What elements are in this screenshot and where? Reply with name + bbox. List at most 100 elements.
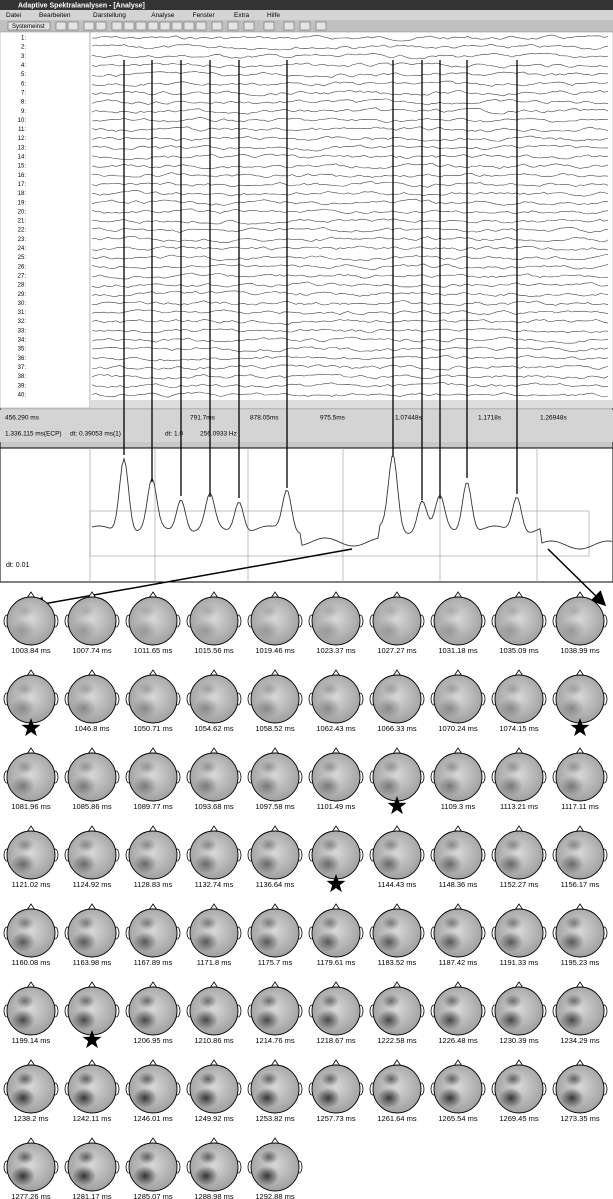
- topomap-label: 1249.92 ms: [194, 1114, 233, 1123]
- topomap-label: 1023.37 ms: [316, 646, 355, 655]
- toolbar-button[interactable]: [68, 22, 78, 30]
- topomap-activity: [72, 698, 96, 718]
- screenshot: Adaptive Spektralanalysen - [Analyse] Da…: [0, 0, 613, 1199]
- topomap-activity: [260, 994, 278, 1008]
- toolbar-button[interactable]: [244, 22, 254, 30]
- menu-item[interactable]: Extra: [234, 12, 250, 19]
- topomap-head: [434, 753, 482, 801]
- topomap-head: [373, 909, 421, 957]
- topomap-label: 1089.77 ms: [133, 802, 172, 811]
- topomap-activity: [321, 760, 339, 774]
- topomap-activity: [11, 932, 35, 952]
- menu-item[interactable]: Darstellung: [93, 12, 126, 19]
- topomap-label: 1163.98 ms: [73, 958, 112, 967]
- toolbar-button[interactable]: [84, 22, 94, 30]
- menu-bar[interactable]: [0, 10, 613, 20]
- topomap-activity: [260, 916, 278, 930]
- toolbar-button[interactable]: [264, 22, 274, 30]
- toolbar-button[interactable]: [96, 22, 106, 30]
- topomap-activity: [133, 620, 157, 640]
- toolbar-button[interactable]: [284, 22, 294, 30]
- topomap-label: 1167.89 ms: [134, 958, 173, 967]
- topomap-label: 1027.27 ms: [377, 646, 416, 655]
- topomap-activity: [316, 932, 340, 952]
- channel-label: 22:: [18, 228, 27, 234]
- topomap-label: 1074.15 ms: [499, 724, 538, 733]
- window-title: Adaptive Spektralanalysen - [Analyse]: [18, 2, 145, 9]
- status-text: 256.0933 Hz: [200, 431, 237, 438]
- topomap-head: [190, 1065, 238, 1113]
- toolbar-button[interactable]: [172, 22, 182, 30]
- status-text: 1.26948s: [540, 415, 567, 422]
- topomap-activity: [377, 698, 401, 718]
- channel-label: 5:: [21, 72, 26, 78]
- topomap-activity: [504, 760, 522, 774]
- toolbar-button[interactable]: [300, 22, 310, 30]
- topomap-activity: [321, 682, 339, 696]
- topomap-label: 1003.84 ms: [11, 646, 50, 655]
- channel-list: [0, 32, 90, 408]
- topomap-label: 1070.24 ms: [438, 724, 477, 733]
- topomap-label: 1019.46 ms: [255, 646, 294, 655]
- menu-item[interactable]: Analyse: [151, 12, 175, 19]
- status-text: 456.290 ms: [5, 415, 40, 422]
- topomap-activity: [138, 838, 156, 852]
- topomap-activity: [194, 1166, 218, 1186]
- channel-label: 17:: [18, 182, 27, 188]
- topomap-activity: [260, 682, 278, 696]
- topomap-head: [373, 597, 421, 645]
- topomap-activity: [499, 776, 523, 796]
- topomap-activity: [560, 776, 584, 796]
- topomap-activity: [499, 620, 523, 640]
- toolbar-button[interactable]: [112, 22, 122, 30]
- toolbar-button[interactable]: [184, 22, 194, 30]
- menu-item[interactable]: Hilfe: [267, 12, 280, 19]
- topomap-activity: [133, 1166, 157, 1186]
- menu-item[interactable]: Datei: [6, 12, 21, 19]
- topomap-activity: [560, 1088, 584, 1108]
- channel-label: 4:: [21, 63, 26, 69]
- topomap-label: 1253.82 ms: [255, 1114, 294, 1123]
- topomap-head: [434, 1065, 482, 1113]
- toolbar-button[interactable]: [228, 22, 238, 30]
- toolbar-button[interactable]: [56, 22, 66, 30]
- topomap-label: 1081.96 ms: [11, 802, 50, 811]
- channel-label: 13:: [18, 145, 27, 151]
- topomap-activity: [321, 604, 339, 618]
- toolbar-button[interactable]: [124, 22, 134, 30]
- scrollbar[interactable]: [90, 400, 613, 408]
- topomap-label: 1128.83 ms: [134, 880, 173, 889]
- topomap-activity: [199, 916, 217, 930]
- topomap-activity: [16, 916, 34, 930]
- toolbar-button[interactable]: [196, 22, 206, 30]
- channel-label: 19:: [18, 200, 27, 206]
- topomap-head: [251, 1143, 299, 1191]
- toolbar-button[interactable]: [316, 22, 326, 30]
- channel-label: 31:: [18, 310, 27, 316]
- topomap-activity: [316, 776, 340, 796]
- topomap-label: 1226.48 ms: [438, 1036, 477, 1045]
- channel-label: 21:: [18, 219, 27, 225]
- topomap-label: 1199.14 ms: [12, 1036, 51, 1045]
- toolbar-button[interactable]: [136, 22, 146, 30]
- topomap-head: [190, 597, 238, 645]
- topomap-head: [129, 753, 177, 801]
- toolbar-button[interactable]: [212, 22, 222, 30]
- channel-label: 39:: [18, 383, 27, 389]
- topomap-head: [312, 1065, 360, 1113]
- menu-item[interactable]: Fenster: [193, 12, 216, 19]
- topomap-activity: [77, 994, 95, 1008]
- toolbar-button[interactable]: [148, 22, 158, 30]
- menu-item[interactable]: Bearbeiten: [39, 12, 71, 19]
- topomap-head: [556, 987, 604, 1035]
- channel-label: 2:: [21, 45, 26, 51]
- topomap-head: [373, 675, 421, 723]
- topomap-activity: [72, 620, 96, 640]
- topomap-head: [7, 987, 55, 1035]
- topomap-label: 1206.95 ms: [133, 1036, 172, 1045]
- topomap-head: [68, 753, 116, 801]
- topomap-activity: [72, 1166, 96, 1186]
- channel-label: 18:: [18, 191, 27, 197]
- status-text: 1.336.115 ms(ECP): [5, 431, 62, 438]
- toolbar-button[interactable]: [160, 22, 170, 30]
